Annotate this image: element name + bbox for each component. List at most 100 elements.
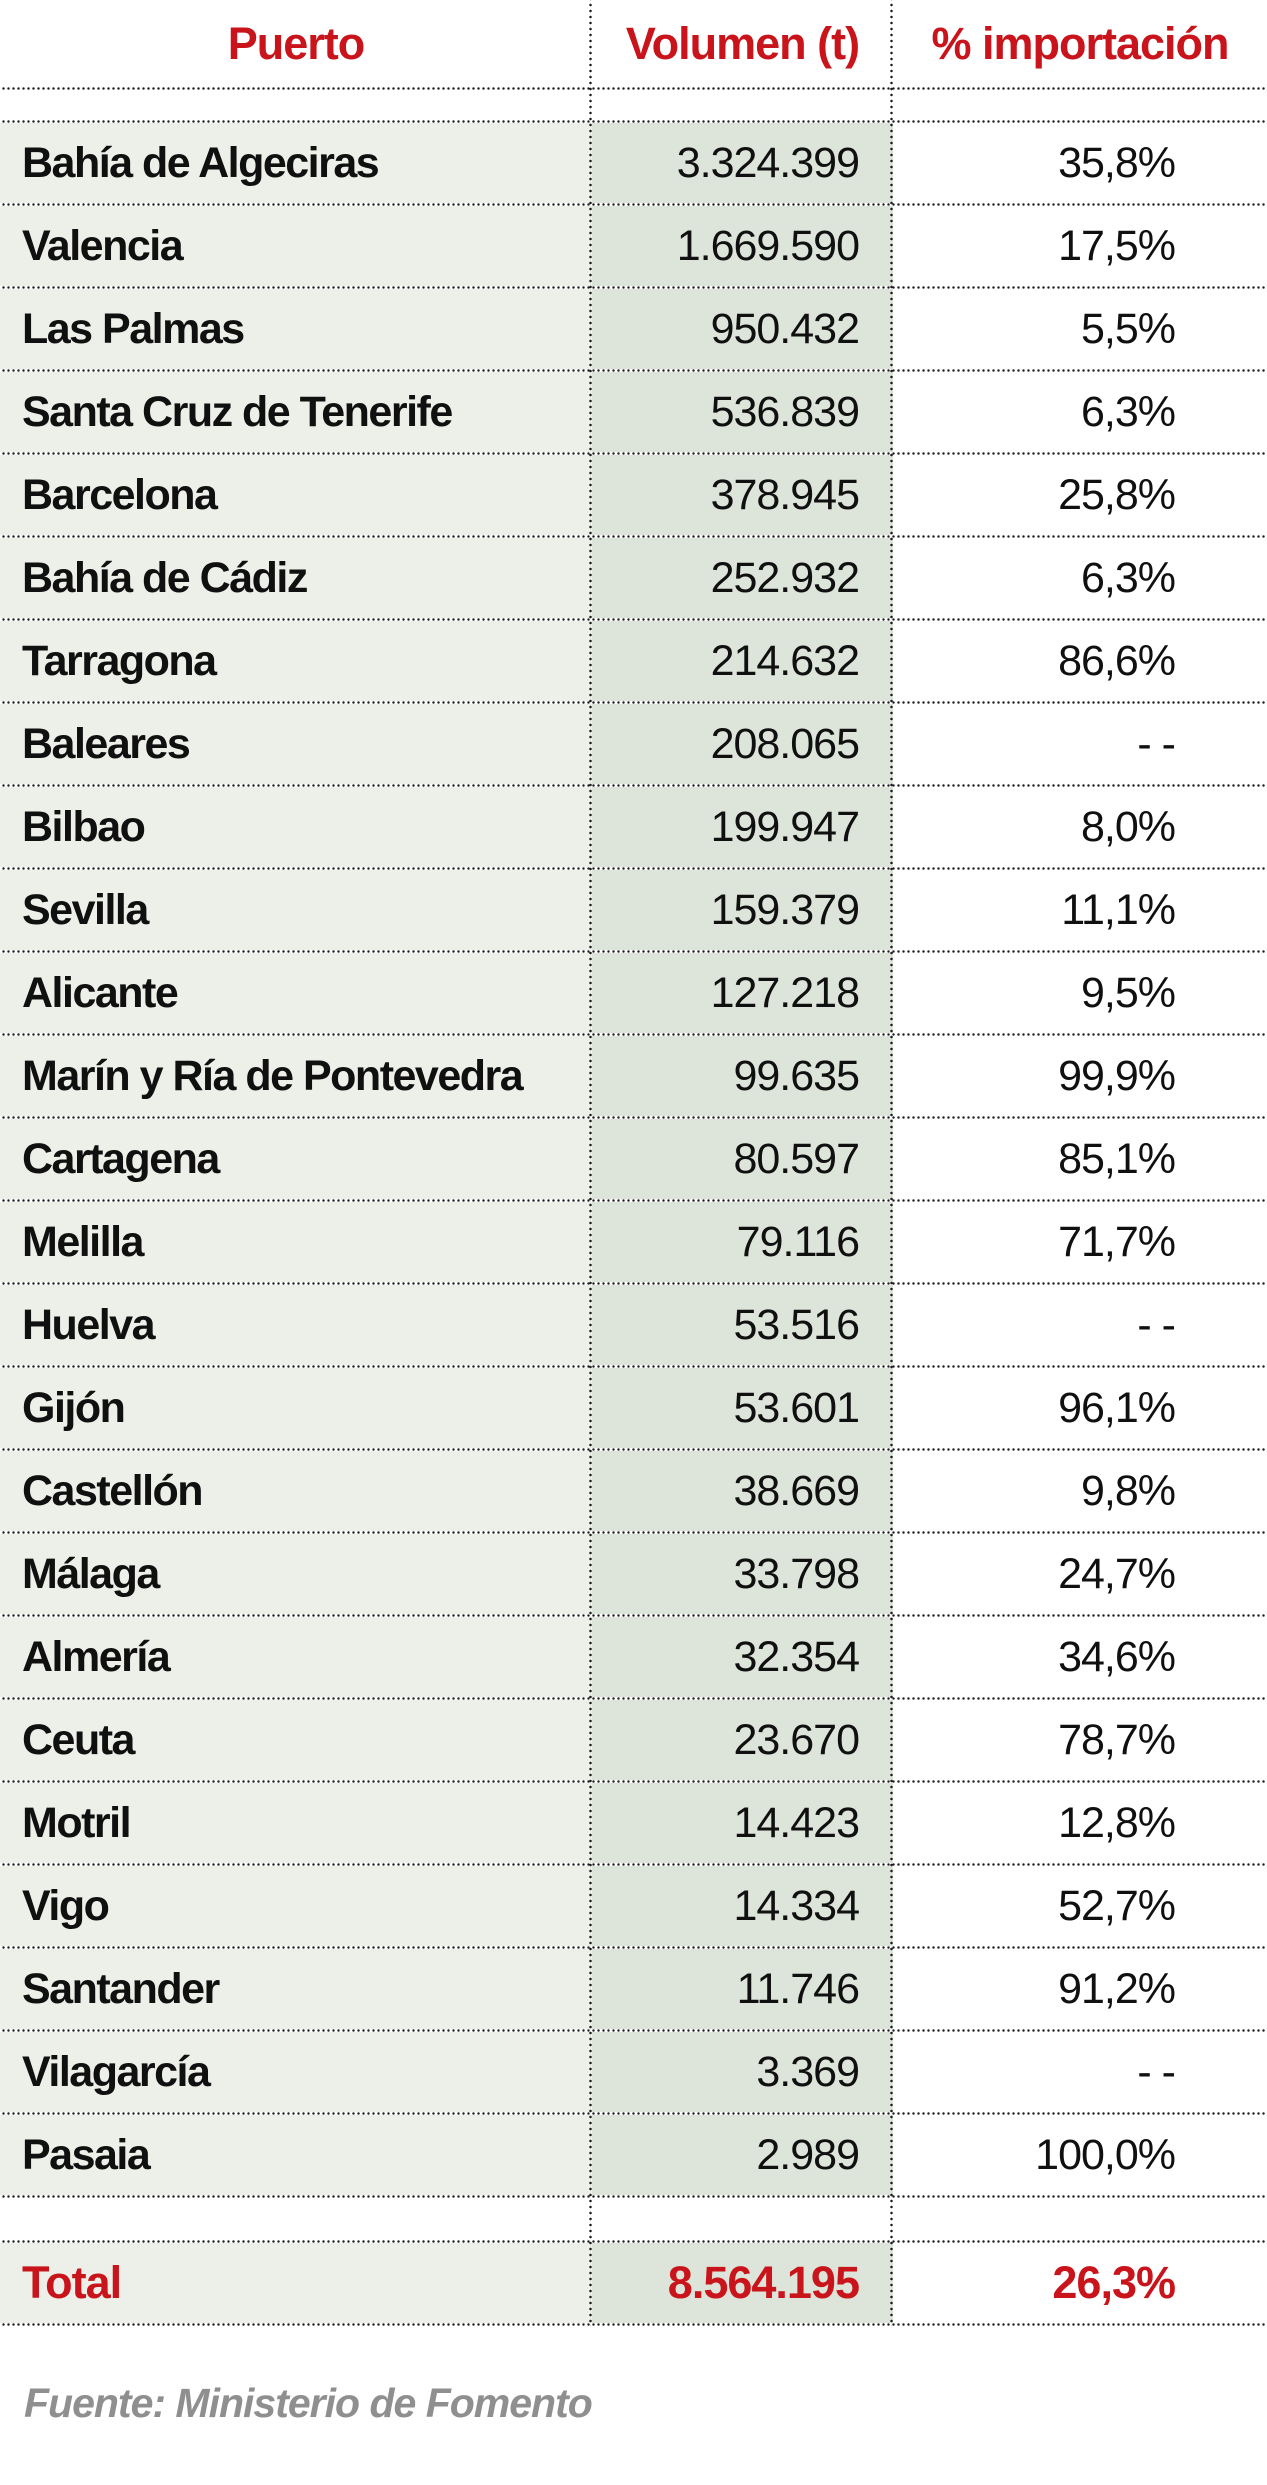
row-separator: [0, 618, 1267, 621]
volume-cell: 252.932: [592, 538, 893, 618]
row-separator: [0, 1946, 1267, 1949]
import-pct-cell: - -: [893, 2032, 1267, 2112]
volume-cell: 208.065: [592, 704, 893, 784]
port-name-cell: Marín y Ría de Pontevedra: [0, 1036, 592, 1116]
port-name-cell: Bahía de Algeciras: [0, 123, 592, 203]
total-spacer: [0, 2198, 1267, 2240]
port-name-cell: Santander: [0, 1949, 592, 2029]
total-row: Total 8.564.195 26,3%: [0, 2243, 1267, 2323]
volume-cell: 3.369: [592, 2032, 893, 2112]
import-pct-cell: - -: [893, 1285, 1267, 1365]
table-row: Bahía de Algeciras 3.324.399 35,8%: [0, 123, 1267, 203]
port-name-cell: Bilbao: [0, 787, 592, 867]
row-separator: [0, 1365, 1267, 1368]
table-body: Bahía de Algeciras 3.324.399 35,8% Valencia…: [0, 123, 1267, 2198]
table-row: Barcelona 378.945 25,8%: [0, 455, 1267, 535]
volume-cell: 536.839: [592, 372, 893, 452]
row-separator: [0, 867, 1267, 870]
volume-cell: 127.218: [592, 953, 893, 1033]
volume-cell: 79.116: [592, 1202, 893, 1282]
table-row: Cartagena 80.597 85,1%: [0, 1119, 1267, 1199]
import-pct-cell: 12,8%: [893, 1783, 1267, 1863]
table-row: Vilagarcía 3.369- -: [0, 2032, 1267, 2112]
table-row: Bahía de Cádiz 252.932 6,3%: [0, 538, 1267, 618]
port-name-cell: Tarragona: [0, 621, 592, 701]
row-separator: [0, 701, 1267, 704]
column-separator-line: [589, 0, 592, 2326]
row-separator: [0, 203, 1267, 206]
table-row: Santander 11.746 91,2%: [0, 1949, 1267, 2029]
row-separator: [0, 369, 1267, 372]
table-row: Vigo 14.334 52,7%: [0, 1866, 1267, 1946]
port-name-cell: Huelva: [0, 1285, 592, 1365]
table-row: Tarragona 214.632 86,6%: [0, 621, 1267, 701]
port-name-cell: Barcelona: [0, 455, 592, 535]
row-separator: [0, 1531, 1267, 1534]
import-pct-cell: 52,7%: [893, 1866, 1267, 1946]
table-row: Melilla 79.116 71,7%: [0, 1202, 1267, 1282]
port-name-cell: Málaga: [0, 1534, 592, 1614]
table-row: Motril 14.423 12,8%: [0, 1783, 1267, 1863]
row-separator: [0, 1116, 1267, 1119]
table-row: Castellón 38.669 9,8%: [0, 1451, 1267, 1531]
row-separator: [0, 784, 1267, 787]
total-import-pct: 26,3%: [893, 2243, 1267, 2323]
volume-cell: 99.635: [592, 1036, 893, 1116]
port-name-cell: Pasaia: [0, 2115, 592, 2195]
volume-cell: 53.516: [592, 1285, 893, 1365]
volume-cell: 378.945: [592, 455, 893, 535]
volume-cell: 80.597: [592, 1119, 893, 1199]
port-name-cell: Sevilla: [0, 870, 592, 950]
column-separator-line: [890, 0, 893, 2326]
import-pct-cell: 9,8%: [893, 1451, 1267, 1531]
table-row: Almería 32.354 34,6%: [0, 1617, 1267, 1697]
import-pct-cell: 96,1%: [893, 1368, 1267, 1448]
volume-cell: 53.601: [592, 1368, 893, 1448]
volume-cell: 214.632: [592, 621, 893, 701]
row-separator: [0, 1282, 1267, 1285]
total-separator-top: [0, 2240, 1267, 2243]
port-name-cell: Las Palmas: [0, 289, 592, 369]
total-separator-bottom: [0, 2323, 1267, 2326]
row-separator: [0, 286, 1267, 289]
row-separator: [0, 2112, 1267, 2115]
table-row: Pasaia 2.989 100,0%: [0, 2115, 1267, 2195]
volume-cell: 38.669: [592, 1451, 893, 1531]
header-puerto: Puerto: [227, 17, 366, 69]
table-row: Ceuta 23.670 78,7%: [0, 1700, 1267, 1780]
import-pct-cell: 17,5%: [893, 206, 1267, 286]
row-separator: [0, 452, 1267, 455]
port-name-cell: Almería: [0, 1617, 592, 1697]
port-name-cell: Vilagarcía: [0, 2032, 592, 2112]
row-separator: [0, 2029, 1267, 2032]
import-pct-cell: 8,0%: [893, 787, 1267, 867]
port-name-cell: Vigo: [0, 1866, 592, 1946]
import-pct-cell: 86,6%: [893, 621, 1267, 701]
volume-cell: 2.989: [592, 2115, 893, 2195]
row-separator: [0, 950, 1267, 953]
row-separator: [0, 1614, 1267, 1617]
row-separator: [0, 1863, 1267, 1866]
volume-cell: 33.798: [592, 1534, 893, 1614]
port-name-cell: Santa Cruz de Tenerife: [0, 372, 592, 452]
row-separator: [0, 2195, 1267, 2198]
import-pct-cell: 5,5%: [893, 289, 1267, 369]
import-pct-cell: 99,9%: [893, 1036, 1267, 1116]
port-name-cell: Castellón: [0, 1451, 592, 1531]
table-row: Gijón 53.601 96,1%: [0, 1368, 1267, 1448]
volume-cell: 1.669.590: [592, 206, 893, 286]
import-pct-cell: 71,7%: [893, 1202, 1267, 1282]
volume-cell: 32.354: [592, 1617, 893, 1697]
volume-cell: 11.746: [592, 1949, 893, 2029]
volume-cell: 23.670: [592, 1700, 893, 1780]
port-name-cell: Alicante: [0, 953, 592, 1033]
header-importacion: % importación: [931, 17, 1229, 69]
table-row: Alicante 127.218 9,5%: [0, 953, 1267, 1033]
table-row: Santa Cruz de Tenerife 536.839 6,3%: [0, 372, 1267, 452]
port-name-cell: Cartagena: [0, 1119, 592, 1199]
table-row: Marín y Ría de Pontevedra 99.635 99,9%: [0, 1036, 1267, 1116]
table-row: Huelva 53.516- -: [0, 1285, 1267, 1365]
port-name-cell: Ceuta: [0, 1700, 592, 1780]
table-row: Málaga 33.798 24,7%: [0, 1534, 1267, 1614]
import-pct-cell: 34,6%: [893, 1617, 1267, 1697]
